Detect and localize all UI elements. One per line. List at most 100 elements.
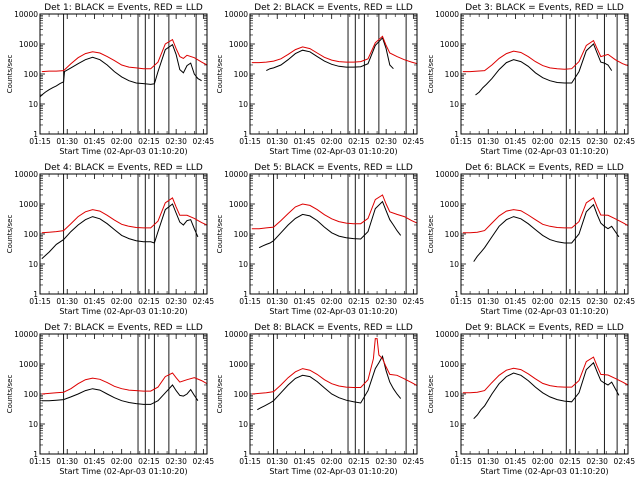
x-tick-label: 01:30 <box>56 137 78 146</box>
y-tick-label: 10 <box>28 260 38 269</box>
y-tick-label: 10000 <box>435 330 459 339</box>
y-tick-label: 10 <box>449 100 459 109</box>
detector-panel-2: Det 2: BLACK = Events, RED = LLD 1 10 100 10… <box>216 3 424 156</box>
x-tick-label: 02:30 <box>586 297 608 306</box>
x-axis-label: Start Time (02-Apr-03 01:10:20) <box>59 467 187 476</box>
plot-frame <box>249 13 418 135</box>
y-tick-label: 100 <box>234 230 249 239</box>
y-tick-label: 1000 <box>229 40 248 49</box>
plot-frame <box>460 173 629 295</box>
y-tick-label: 100 <box>24 390 39 399</box>
plot-frame <box>39 173 208 295</box>
x-tick-label: 02:00 <box>321 137 343 146</box>
plot-frame <box>460 333 629 455</box>
x-tick-label: 01:45 <box>84 297 106 306</box>
y-tick-label: 10 <box>238 420 248 429</box>
y-tick-label: 10000 <box>14 330 38 339</box>
x-tick-label: 01:45 <box>84 137 106 146</box>
y-axis-label: Counts/sec <box>427 375 435 414</box>
panel-title: Det 7: BLACK = Events, RED = LLD <box>44 323 203 333</box>
events-series-line <box>473 361 620 420</box>
y-tick-label: 10 <box>238 100 248 109</box>
x-axis-label: Start Time (02-Apr-03 01:10:20) <box>480 307 608 316</box>
y-tick-label: 100 <box>24 230 39 239</box>
x-axis-label: Start Time (02-Apr-03 01:10:20) <box>480 147 608 156</box>
detector-panel-1: Det 1: BLACK = Events, RED = LLD 1 10 100 10… <box>6 3 214 156</box>
x-tick-label: 02:15 <box>559 297 581 306</box>
events-series-line <box>41 203 199 260</box>
x-tick-label: 02:30 <box>165 457 187 466</box>
x-tick-label: 01:30 <box>266 137 288 146</box>
y-tick-label: 10 <box>449 260 459 269</box>
y-tick-label: 10 <box>28 420 38 429</box>
x-tick-label: 02:00 <box>321 457 343 466</box>
panel-title: Det 3: BLACK = Events, RED = LLD <box>465 3 624 13</box>
lld-series-line <box>251 194 417 230</box>
x-tick-label: 02:45 <box>193 137 215 146</box>
y-axis-label: Counts/sec <box>6 215 14 254</box>
x-tick-label: 02:30 <box>375 457 397 466</box>
plot-frame <box>39 13 208 135</box>
x-tick-label: 02:15 <box>348 297 370 306</box>
x-axis-label: Start Time (02-Apr-03 01:10:20) <box>269 307 397 316</box>
x-tick-label: 02:15 <box>348 457 370 466</box>
lld-series-line <box>41 38 207 73</box>
panel-title: Det 9: BLACK = Events, RED = LLD <box>465 323 624 333</box>
x-tick-label: 02:00 <box>111 297 133 306</box>
y-tick-label: 10 <box>238 260 248 269</box>
detector-panel-3: Det 3: BLACK = Events, RED = LLD 1 10 100 10… <box>427 3 635 156</box>
x-tick-label: 02:15 <box>138 297 160 306</box>
x-tick-label: 01:45 <box>84 457 106 466</box>
x-tick-label: 01:30 <box>266 297 288 306</box>
panel-title: Det 2: BLACK = Events, RED = LLD <box>254 3 413 13</box>
y-axis-label: Counts/sec <box>216 55 224 94</box>
x-tick-label: 02:00 <box>111 137 133 146</box>
x-tick-label: 01:15 <box>450 457 472 466</box>
x-tick-label: 01:15 <box>239 297 261 306</box>
events-series-line <box>266 36 394 72</box>
x-tick-label: 02:15 <box>138 457 160 466</box>
detector-panel-6: Det 6: BLACK = Events, RED = LLD 1 10 100 10… <box>427 163 635 316</box>
y-tick-label: 1000 <box>440 200 459 209</box>
y-tick-label: 1 <box>33 130 38 139</box>
panel-title: Det 6: BLACK = Events, RED = LLD <box>465 163 624 173</box>
events-series-line <box>258 200 402 249</box>
y-axis-label: Counts/sec <box>427 55 435 94</box>
y-tick-label: 100 <box>234 70 249 79</box>
y-tick-label: 1 <box>243 450 248 459</box>
detector-panel-7: Det 7: BLACK = Events, RED = LLD 1 10 100 10… <box>6 323 214 476</box>
events-series-line <box>41 384 199 405</box>
x-tick-label: 02:00 <box>532 137 554 146</box>
y-tick-label: 10000 <box>435 10 459 19</box>
panel-title: Det 1: BLACK = Events, RED = LLD <box>44 3 203 13</box>
y-tick-label: 10000 <box>14 170 38 179</box>
plot-frame <box>249 173 418 295</box>
x-tick-label: 02:15 <box>559 137 581 146</box>
x-tick-label: 02:15 <box>559 457 581 466</box>
events-series-line <box>257 354 402 411</box>
y-tick-label: 10000 <box>224 330 248 339</box>
x-tick-label: 01:15 <box>239 137 261 146</box>
y-tick-label: 1000 <box>229 200 248 209</box>
lld-series-line <box>462 356 628 394</box>
x-tick-label: 02:45 <box>614 137 636 146</box>
x-tick-label: 02:45 <box>403 297 425 306</box>
lld-series-line <box>462 39 628 73</box>
x-tick-label: 02:00 <box>321 297 343 306</box>
x-tick-label: 02:45 <box>193 297 215 306</box>
y-axis-label: Counts/sec <box>427 215 435 254</box>
x-tick-label: 01:45 <box>505 297 527 306</box>
y-tick-label: 10 <box>449 420 459 429</box>
y-tick-label: 1000 <box>440 360 459 369</box>
x-tick-label: 02:15 <box>138 137 160 146</box>
plot-frame <box>39 333 208 455</box>
y-tick-label: 1000 <box>19 40 38 49</box>
lld-series-line <box>251 338 417 395</box>
y-tick-label: 1 <box>33 290 38 299</box>
x-tick-label: 02:30 <box>375 297 397 306</box>
x-tick-label: 01:15 <box>29 137 51 146</box>
x-tick-label: 01:45 <box>294 137 316 146</box>
events-series-line <box>475 43 613 96</box>
x-tick-label: 01:30 <box>266 457 288 466</box>
